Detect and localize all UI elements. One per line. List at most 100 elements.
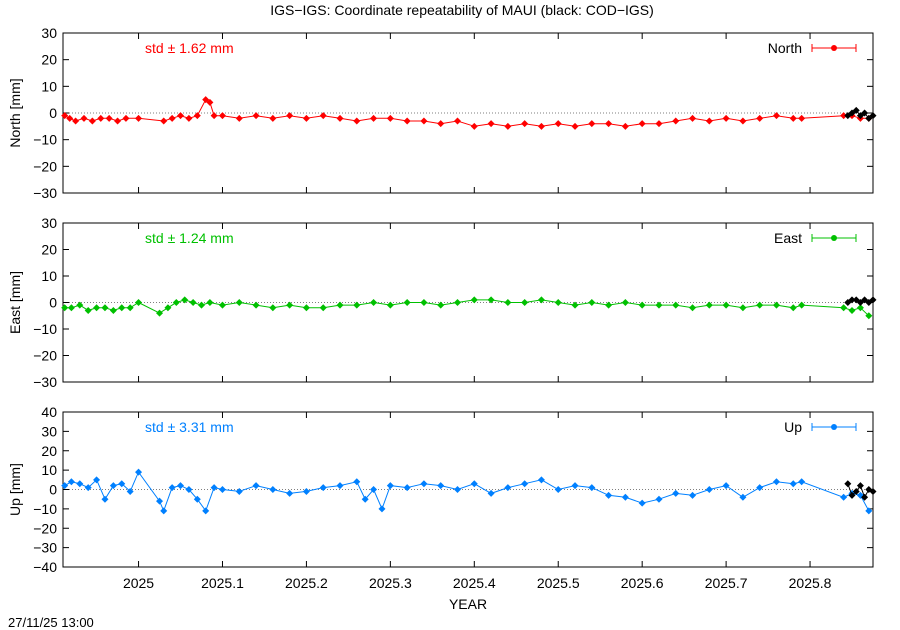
data-point (638, 301, 646, 309)
data-point (164, 304, 172, 312)
legend-label: East (774, 230, 802, 246)
data-point (126, 487, 134, 495)
data-point (361, 495, 369, 503)
data-point (705, 117, 713, 125)
data-point (193, 112, 201, 120)
data-point (571, 301, 579, 309)
data-point (235, 114, 243, 122)
data-point (798, 301, 806, 309)
data-point (235, 299, 243, 306)
data-point (319, 304, 327, 312)
data-point (160, 117, 168, 125)
data-point (655, 120, 663, 128)
data-point (210, 112, 218, 120)
data-point (848, 491, 856, 499)
data-point (218, 112, 226, 120)
data-point (621, 299, 629, 306)
data-point (554, 120, 562, 128)
data-point (76, 480, 84, 488)
legend-marker (831, 424, 837, 430)
data-point (689, 491, 697, 499)
data-point (521, 299, 529, 306)
data-point (861, 109, 869, 117)
data-point (844, 480, 852, 488)
data-point (437, 301, 445, 309)
data-point (76, 301, 84, 309)
y-tick-label: 20 (41, 443, 57, 459)
data-point (504, 299, 512, 306)
data-point (840, 493, 848, 501)
x-tick-label: 2025.5 (537, 575, 580, 591)
data-point (756, 114, 764, 122)
data-point (135, 114, 143, 122)
data-point (772, 478, 780, 486)
data-point (861, 493, 869, 501)
data-point (193, 495, 201, 503)
data-point (852, 487, 860, 495)
y-tick-label: 30 (41, 215, 57, 231)
data-point (109, 306, 117, 314)
y-tick-label: 0 (49, 482, 57, 498)
data-point (672, 117, 680, 125)
x-tick-label: 2025.6 (621, 575, 664, 591)
data-point (403, 484, 411, 492)
data-point (319, 484, 327, 492)
data-point (739, 304, 747, 312)
data-point (756, 484, 764, 492)
data-point (487, 120, 495, 128)
y-axis-label: East [mm] (7, 271, 23, 334)
data-point (739, 493, 747, 501)
data-point (470, 480, 478, 488)
data-point (135, 299, 143, 306)
y-tick-label: −20 (33, 520, 57, 536)
series-north (61, 96, 873, 130)
data-point (218, 301, 226, 309)
data-point (177, 482, 185, 490)
series-east (61, 296, 873, 320)
data-point (101, 304, 109, 312)
data-point (66, 114, 74, 122)
data-point (286, 112, 294, 120)
y-tick-label: −10 (33, 132, 57, 148)
data-point (487, 296, 495, 304)
data-point (689, 114, 697, 122)
y-tick-label: −20 (33, 158, 57, 174)
data-point (840, 304, 848, 312)
data-point (156, 309, 164, 317)
data-point (638, 120, 646, 128)
data-point (454, 117, 462, 125)
y-tick-label: −30 (33, 540, 57, 556)
y-tick-label: 20 (41, 52, 57, 68)
data-point (370, 299, 378, 306)
data-point (454, 486, 462, 493)
y-tick-label: −10 (33, 501, 57, 517)
data-point (370, 114, 378, 122)
data-point (61, 482, 69, 490)
data-point (605, 120, 613, 128)
data-point (202, 507, 210, 515)
x-tick-label: 2025.4 (453, 575, 496, 591)
std-label: std ± 3.31 mm (145, 419, 234, 435)
data-point (353, 117, 361, 125)
data-point (126, 304, 134, 312)
data-point (61, 112, 69, 120)
data-point (168, 114, 176, 122)
data-point (856, 482, 864, 490)
y-tick-label: 10 (41, 78, 57, 94)
y-tick-label: 10 (41, 268, 57, 284)
data-point (403, 299, 411, 306)
legend-label: North (768, 40, 802, 56)
data-point (206, 98, 214, 106)
y-tick-label: 30 (41, 25, 57, 41)
data-point (403, 117, 411, 125)
x-axis-label: YEAR (449, 596, 487, 612)
x-tick-label: 2025.8 (789, 575, 832, 591)
data-point (185, 114, 193, 122)
y-tick-label: 0 (49, 105, 57, 121)
legend-marker (831, 235, 837, 241)
data-point (84, 306, 92, 314)
data-point (114, 117, 122, 125)
data-point (302, 114, 310, 122)
data-point (789, 304, 797, 312)
